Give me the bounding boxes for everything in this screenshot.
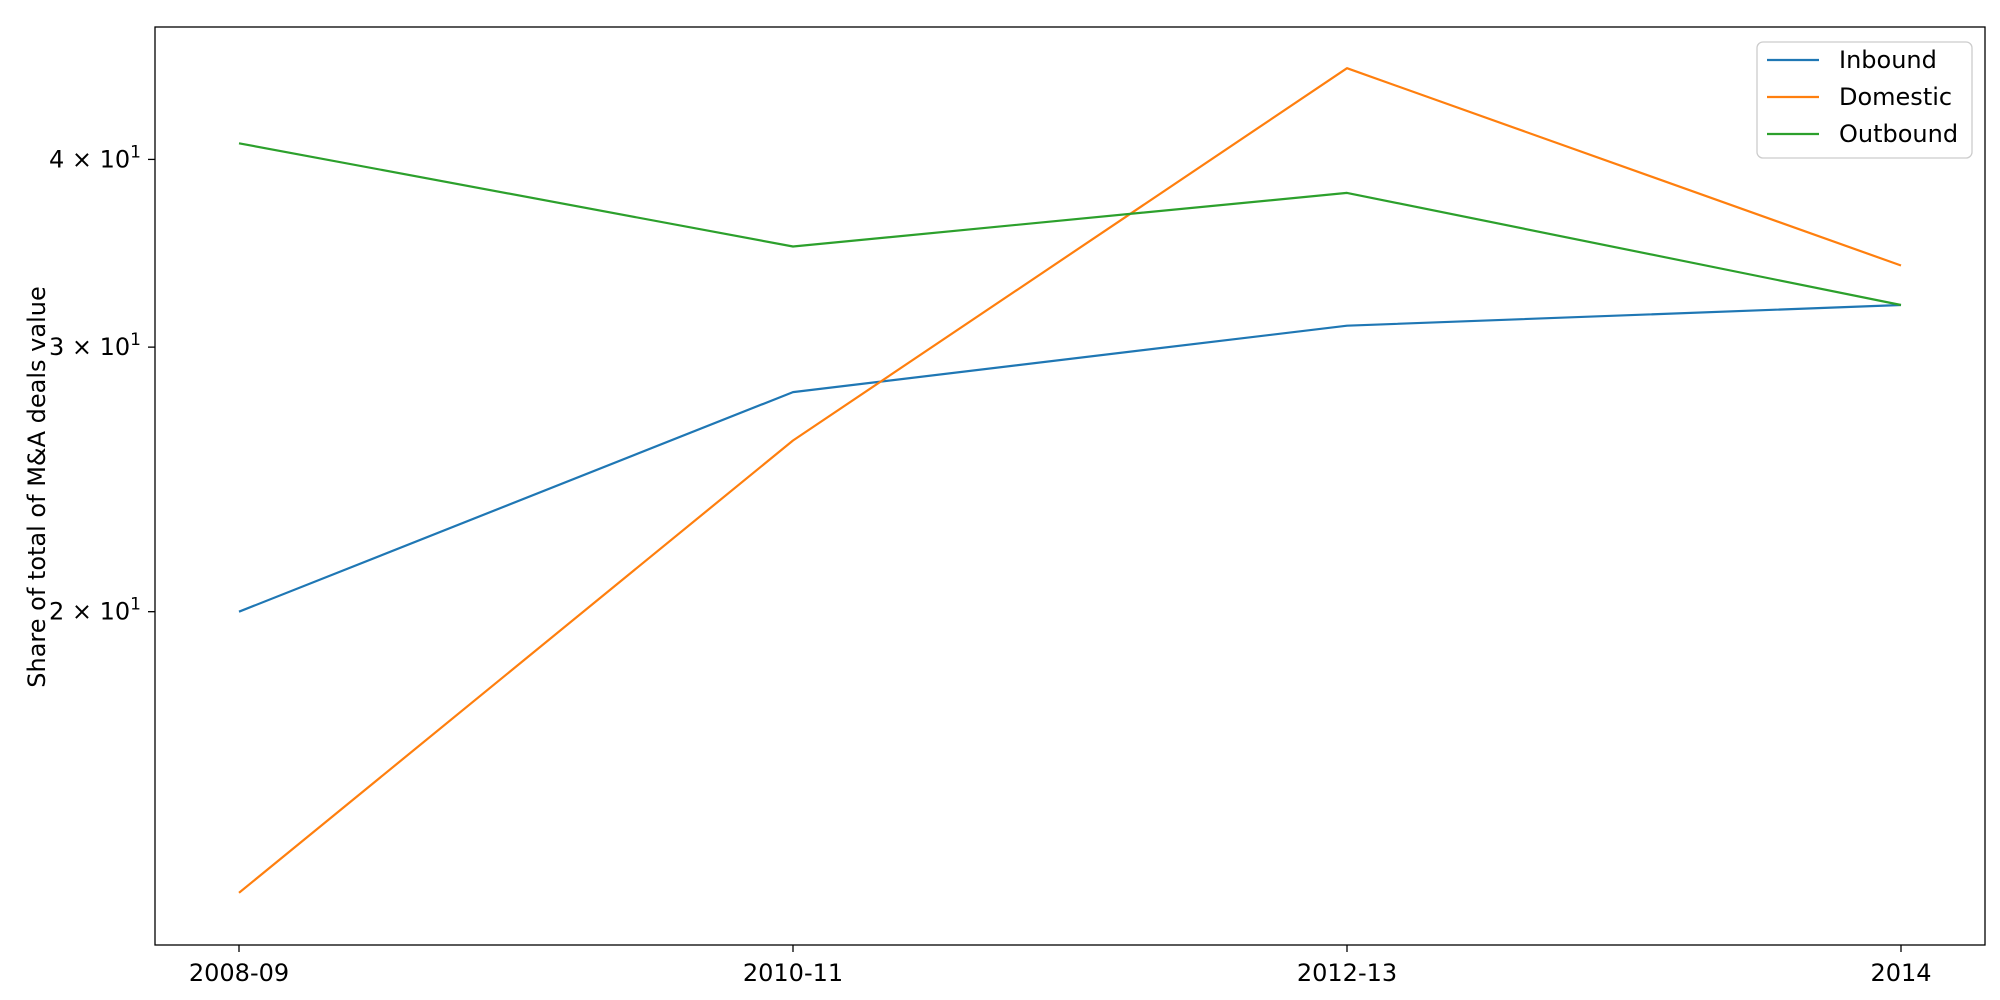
legend-frame	[1756, 41, 1973, 159]
x-tick-label: 2010-11	[743, 959, 843, 987]
x-tick-label: 2012-13	[1297, 959, 1397, 987]
legend-label-outbound: Outbound	[1839, 120, 1958, 148]
ticks-group: 2008-09 2010-11 2012-13 2014 2 × 101 3 × 101 4…	[49, 142, 1932, 987]
x-tick-label: 2014	[1870, 959, 1931, 987]
series-line-outbound	[238, 142, 1902, 307]
series-lines-group	[238, 67, 1902, 894]
series-line-domestic	[238, 67, 1902, 894]
legend: Inbound Domestic Outbound	[1756, 41, 1973, 159]
y-tick-label: 4 × 101	[49, 142, 141, 173]
plot-area	[154, 26, 1986, 946]
x-tick-label: 2008-09	[189, 959, 289, 987]
y-tick-label: 2 × 101	[49, 595, 141, 626]
series-line-inbound	[238, 303, 1902, 613]
legend-label-domestic: Domestic	[1839, 83, 1952, 111]
y-axis-label: Share of total of M&A deals value	[23, 286, 51, 687]
y-tick-label: 3 × 101	[49, 330, 141, 361]
legend-label-inbound: Inbound	[1839, 46, 1937, 74]
